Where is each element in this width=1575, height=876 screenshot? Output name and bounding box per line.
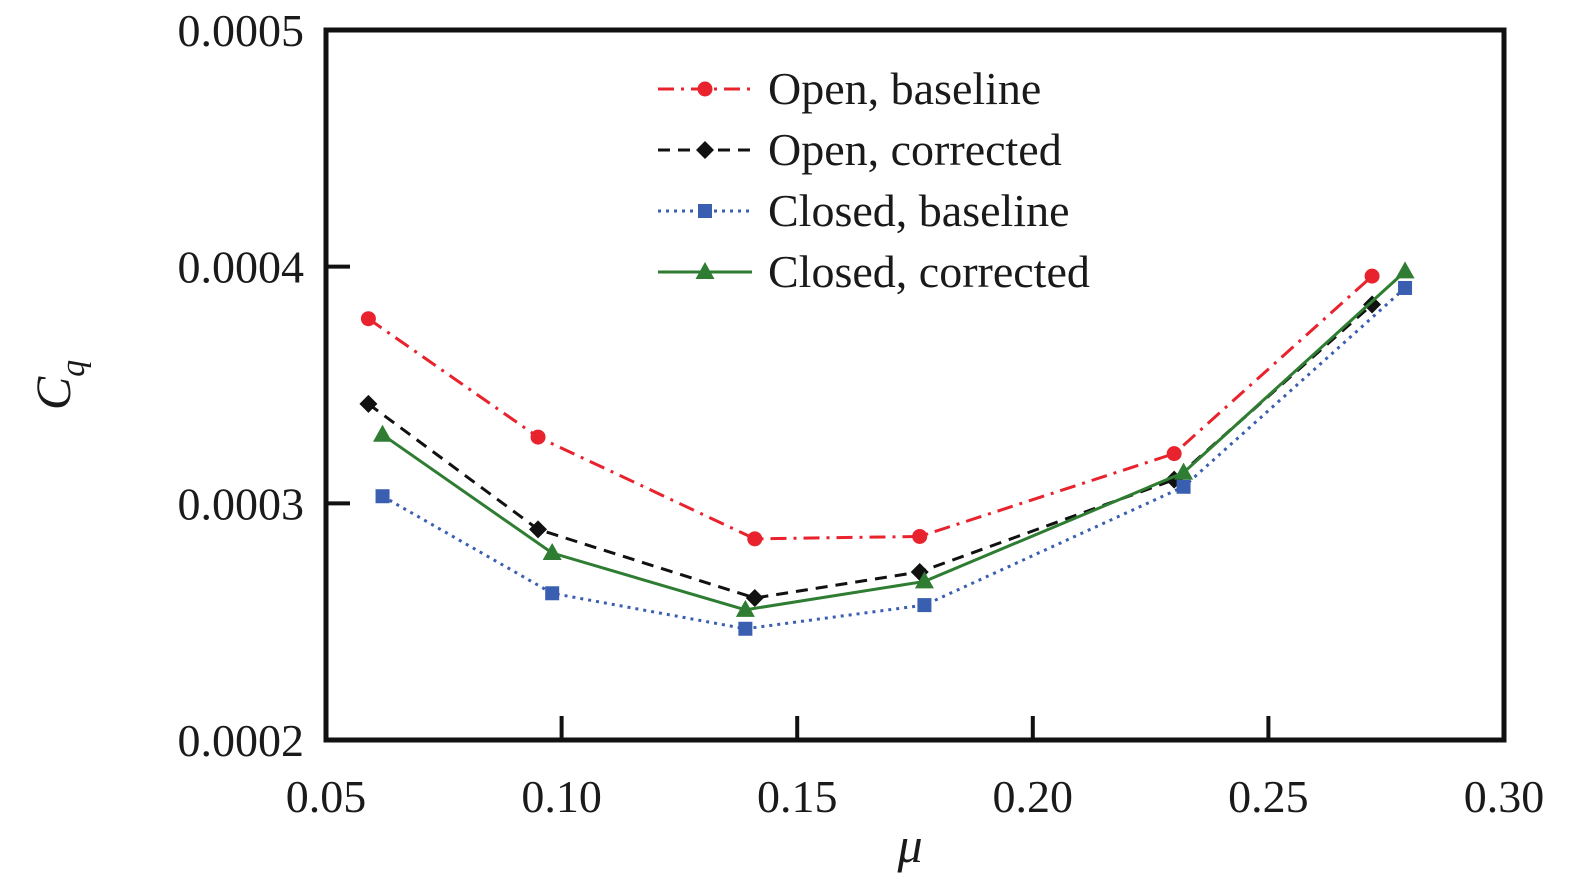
plot-frame [323,27,1507,743]
y-axis-ticks: 0.0002 0.0003 0.0004 0.0005 [178,5,350,766]
data-point [545,586,560,601]
legend-item: Closed, corrected [658,246,1090,297]
x-tick-label: 0.25 [1228,771,1309,822]
legend-item: Closed, baseline [658,185,1070,236]
series-3 [375,280,1413,636]
y-tick-label: 0.0002 [178,715,305,766]
series-line [381,270,1407,612]
legend-item: Open, corrected [658,124,1062,175]
data-point [738,621,753,636]
legend-marker [696,141,714,159]
y-tick-label: 0.0003 [178,478,305,529]
series-2 [359,295,1382,607]
x-tick-label: 0.20 [993,771,1074,822]
x-tick-label: 0.15 [757,771,838,822]
series-line [367,303,1374,600]
series-line [381,286,1407,631]
data-point [373,424,393,442]
series-1 [360,268,1380,547]
data-point [912,528,928,544]
data-point [747,531,763,547]
x-tick-label: 0.05 [286,771,367,822]
y-axis-title: Cq [25,360,92,410]
series-layer [359,261,1415,636]
data-point [359,394,378,413]
data-point [917,598,932,613]
x-tick-label: 0.30 [1464,771,1545,822]
data-point [745,589,764,607]
y-axis-title-main: C [25,376,81,410]
legend-label: Open, corrected [768,124,1062,175]
data-point [1166,446,1182,462]
data-point [542,543,562,561]
series-line [367,275,1374,541]
y-tick-label: 0.0005 [178,5,305,56]
data-point [530,429,546,445]
data-point [1363,295,1382,314]
data-point [1176,479,1191,494]
legend-label: Closed, baseline [768,185,1070,236]
x-axis-ticks: 0.05 0.10 0.15 0.20 0.25 0.30 [286,716,1545,822]
data-point [1395,261,1415,279]
x-tick-label: 0.10 [521,771,602,822]
data-point [375,489,390,504]
series-4 [373,261,1415,617]
legend-marker [697,81,713,97]
y-axis-title-subscript: q [55,360,92,377]
y-tick-label: 0.0004 [178,242,305,293]
legend: Open, baseline Open, corrected Closed, bas… [658,63,1090,297]
data-point [914,571,934,589]
data-point [1174,462,1194,480]
legend-label: Open, baseline [768,63,1041,114]
data-point [529,520,548,539]
legend-marker [695,262,715,279]
data-point [735,599,755,617]
data-point [1398,280,1413,295]
legend-item: Open, baseline [658,63,1041,114]
x-axis-title: μ [896,817,922,873]
data-point [360,311,376,327]
legend-label: Closed, corrected [768,246,1090,297]
legend-marker [698,204,712,218]
data-point [1364,268,1380,284]
